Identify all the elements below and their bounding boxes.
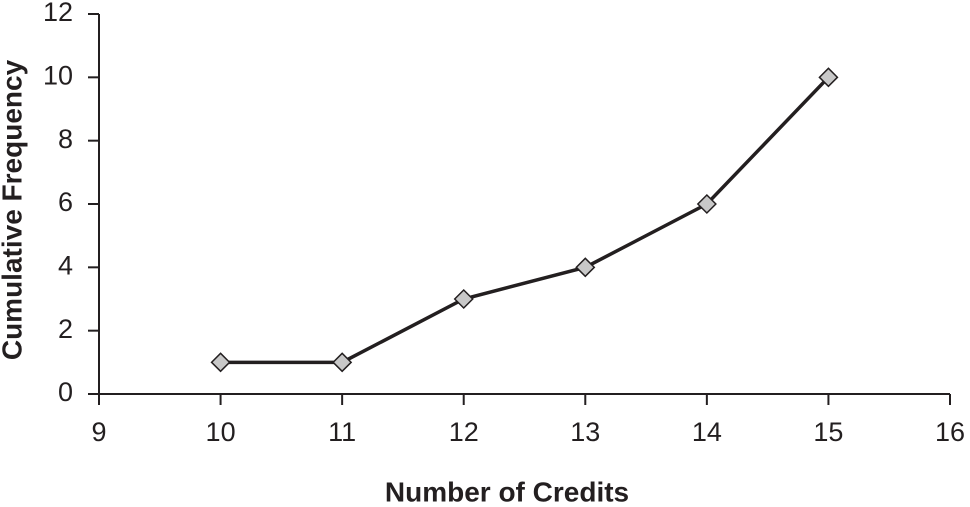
y-axis-title: Cumulative Frequency: [0, 59, 27, 360]
marker: [818, 67, 839, 88]
x-tick-label: 14: [692, 417, 722, 447]
y-tick-label: 0: [58, 377, 73, 407]
y-tick-label: 10: [43, 60, 73, 90]
x-tick-label: 12: [449, 417, 479, 447]
y-tick-label: 12: [43, 0, 73, 27]
y-tick-label: 6: [58, 187, 73, 217]
x-tick-label: 16: [935, 417, 965, 447]
y-tick-label: 4: [58, 250, 73, 280]
marker: [453, 288, 474, 310]
x-tick-label: 9: [91, 417, 106, 447]
y-tick-label: 2: [58, 314, 73, 344]
marker: [696, 193, 717, 215]
y-tick-label: 8: [58, 124, 73, 154]
line: [220, 76, 830, 365]
marker: [575, 257, 596, 278]
x-tick-label: 15: [813, 417, 843, 447]
x-axis-title: Number of Credits: [385, 476, 629, 507]
x-tick-label: 11: [328, 417, 356, 447]
marker: [332, 352, 353, 373]
marker: [210, 352, 231, 373]
x-tick-label: 13: [570, 417, 600, 447]
x-tick-label: 10: [206, 417, 236, 447]
